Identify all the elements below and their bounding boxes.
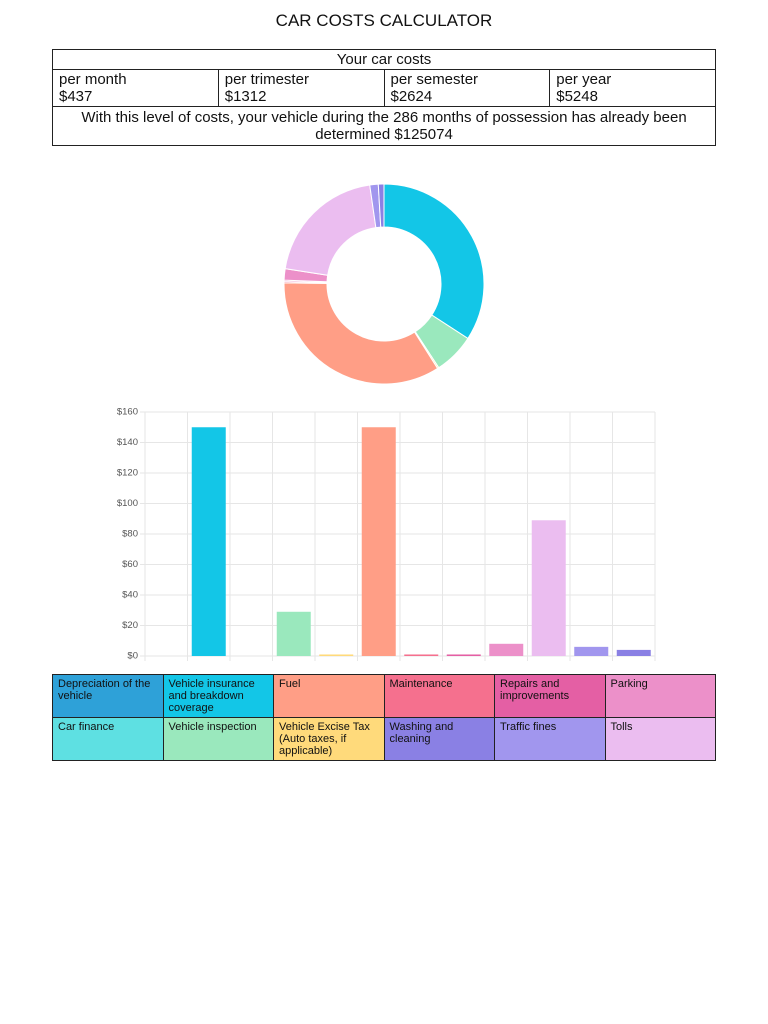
period-label: per trimester (224, 71, 309, 88)
legend-entry: Washing and cleaning (383, 717, 495, 761)
y-tick-label: $80 (122, 529, 138, 540)
legend-entry: Car finance (52, 717, 164, 761)
donut-slice (283, 282, 439, 385)
legend-entry: Vehicle insurance and breakdown coverage (162, 674, 274, 718)
legend-entry: Depreciation of the vehicle (52, 674, 164, 718)
period-label: per year (556, 71, 612, 88)
bar (446, 654, 481, 656)
period-row: per month $437 per trimester $1312 per semes… (52, 69, 716, 107)
legend-entry: Fuel (273, 674, 385, 718)
legend-entry: Vehicle Excise Tax (Auto taxes, if appli… (273, 717, 385, 761)
period-label: per month (59, 71, 127, 88)
costs-table: Your car costs per month $437 per trimeste… (52, 49, 716, 146)
y-tick-label: $120 (117, 468, 138, 479)
legend-entry: Parking (604, 674, 716, 718)
bar (276, 611, 311, 656)
period-cell: per trimester $1312 (217, 69, 385, 107)
legend-row: Depreciation of the vehicle Vehicle insur… (52, 674, 716, 718)
y-tick-label: $40 (122, 590, 138, 601)
y-tick-label: $100 (117, 498, 138, 509)
bar (531, 520, 566, 656)
y-tick-label: $160 (117, 407, 138, 418)
legend-entry: Traffic fines (494, 717, 606, 761)
period-cell: per semester $2624 (383, 69, 551, 107)
legend-entry: Repairs and improvements (494, 674, 606, 718)
period-amount: $5248 (556, 88, 598, 105)
bar (361, 427, 396, 656)
bar (404, 654, 439, 656)
bar (191, 427, 226, 656)
page-title: CAR COSTS CALCULATOR (275, 11, 493, 30)
period-amount: $1312 (224, 88, 267, 105)
bar (616, 649, 651, 656)
y-tick-label: $60 (122, 559, 138, 570)
donut-slice (377, 183, 385, 228)
bar (574, 646, 609, 656)
donut-slice (383, 183, 485, 340)
donut-slice (284, 184, 377, 276)
legend-table: Depreciation of the vehicle Vehicle insur… (52, 674, 716, 761)
bar (319, 654, 354, 656)
period-amount: $2624 (390, 88, 433, 105)
y-tick-label: $0 (127, 651, 138, 662)
y-tick-label: $20 (122, 620, 138, 631)
legend-row: Car finance Vehicle inspection Vehicle Exc… (52, 717, 716, 761)
charts: $0 $20 $40 $60 $80 $100 $120 $140 $160 (117, 183, 656, 662)
period-cell: per month $437 (52, 69, 219, 107)
costs-note: With this level of costs, your vehicle d… (52, 106, 716, 146)
y-tick-label: $140 (117, 437, 138, 448)
period-label: per semester (390, 71, 479, 88)
legend-entry: Tolls (604, 717, 716, 761)
legend-entry: Vehicle inspection (162, 717, 274, 761)
period-amount: $437 (59, 88, 93, 105)
bar (489, 643, 524, 656)
legend-entry: Maintenance (383, 674, 495, 718)
